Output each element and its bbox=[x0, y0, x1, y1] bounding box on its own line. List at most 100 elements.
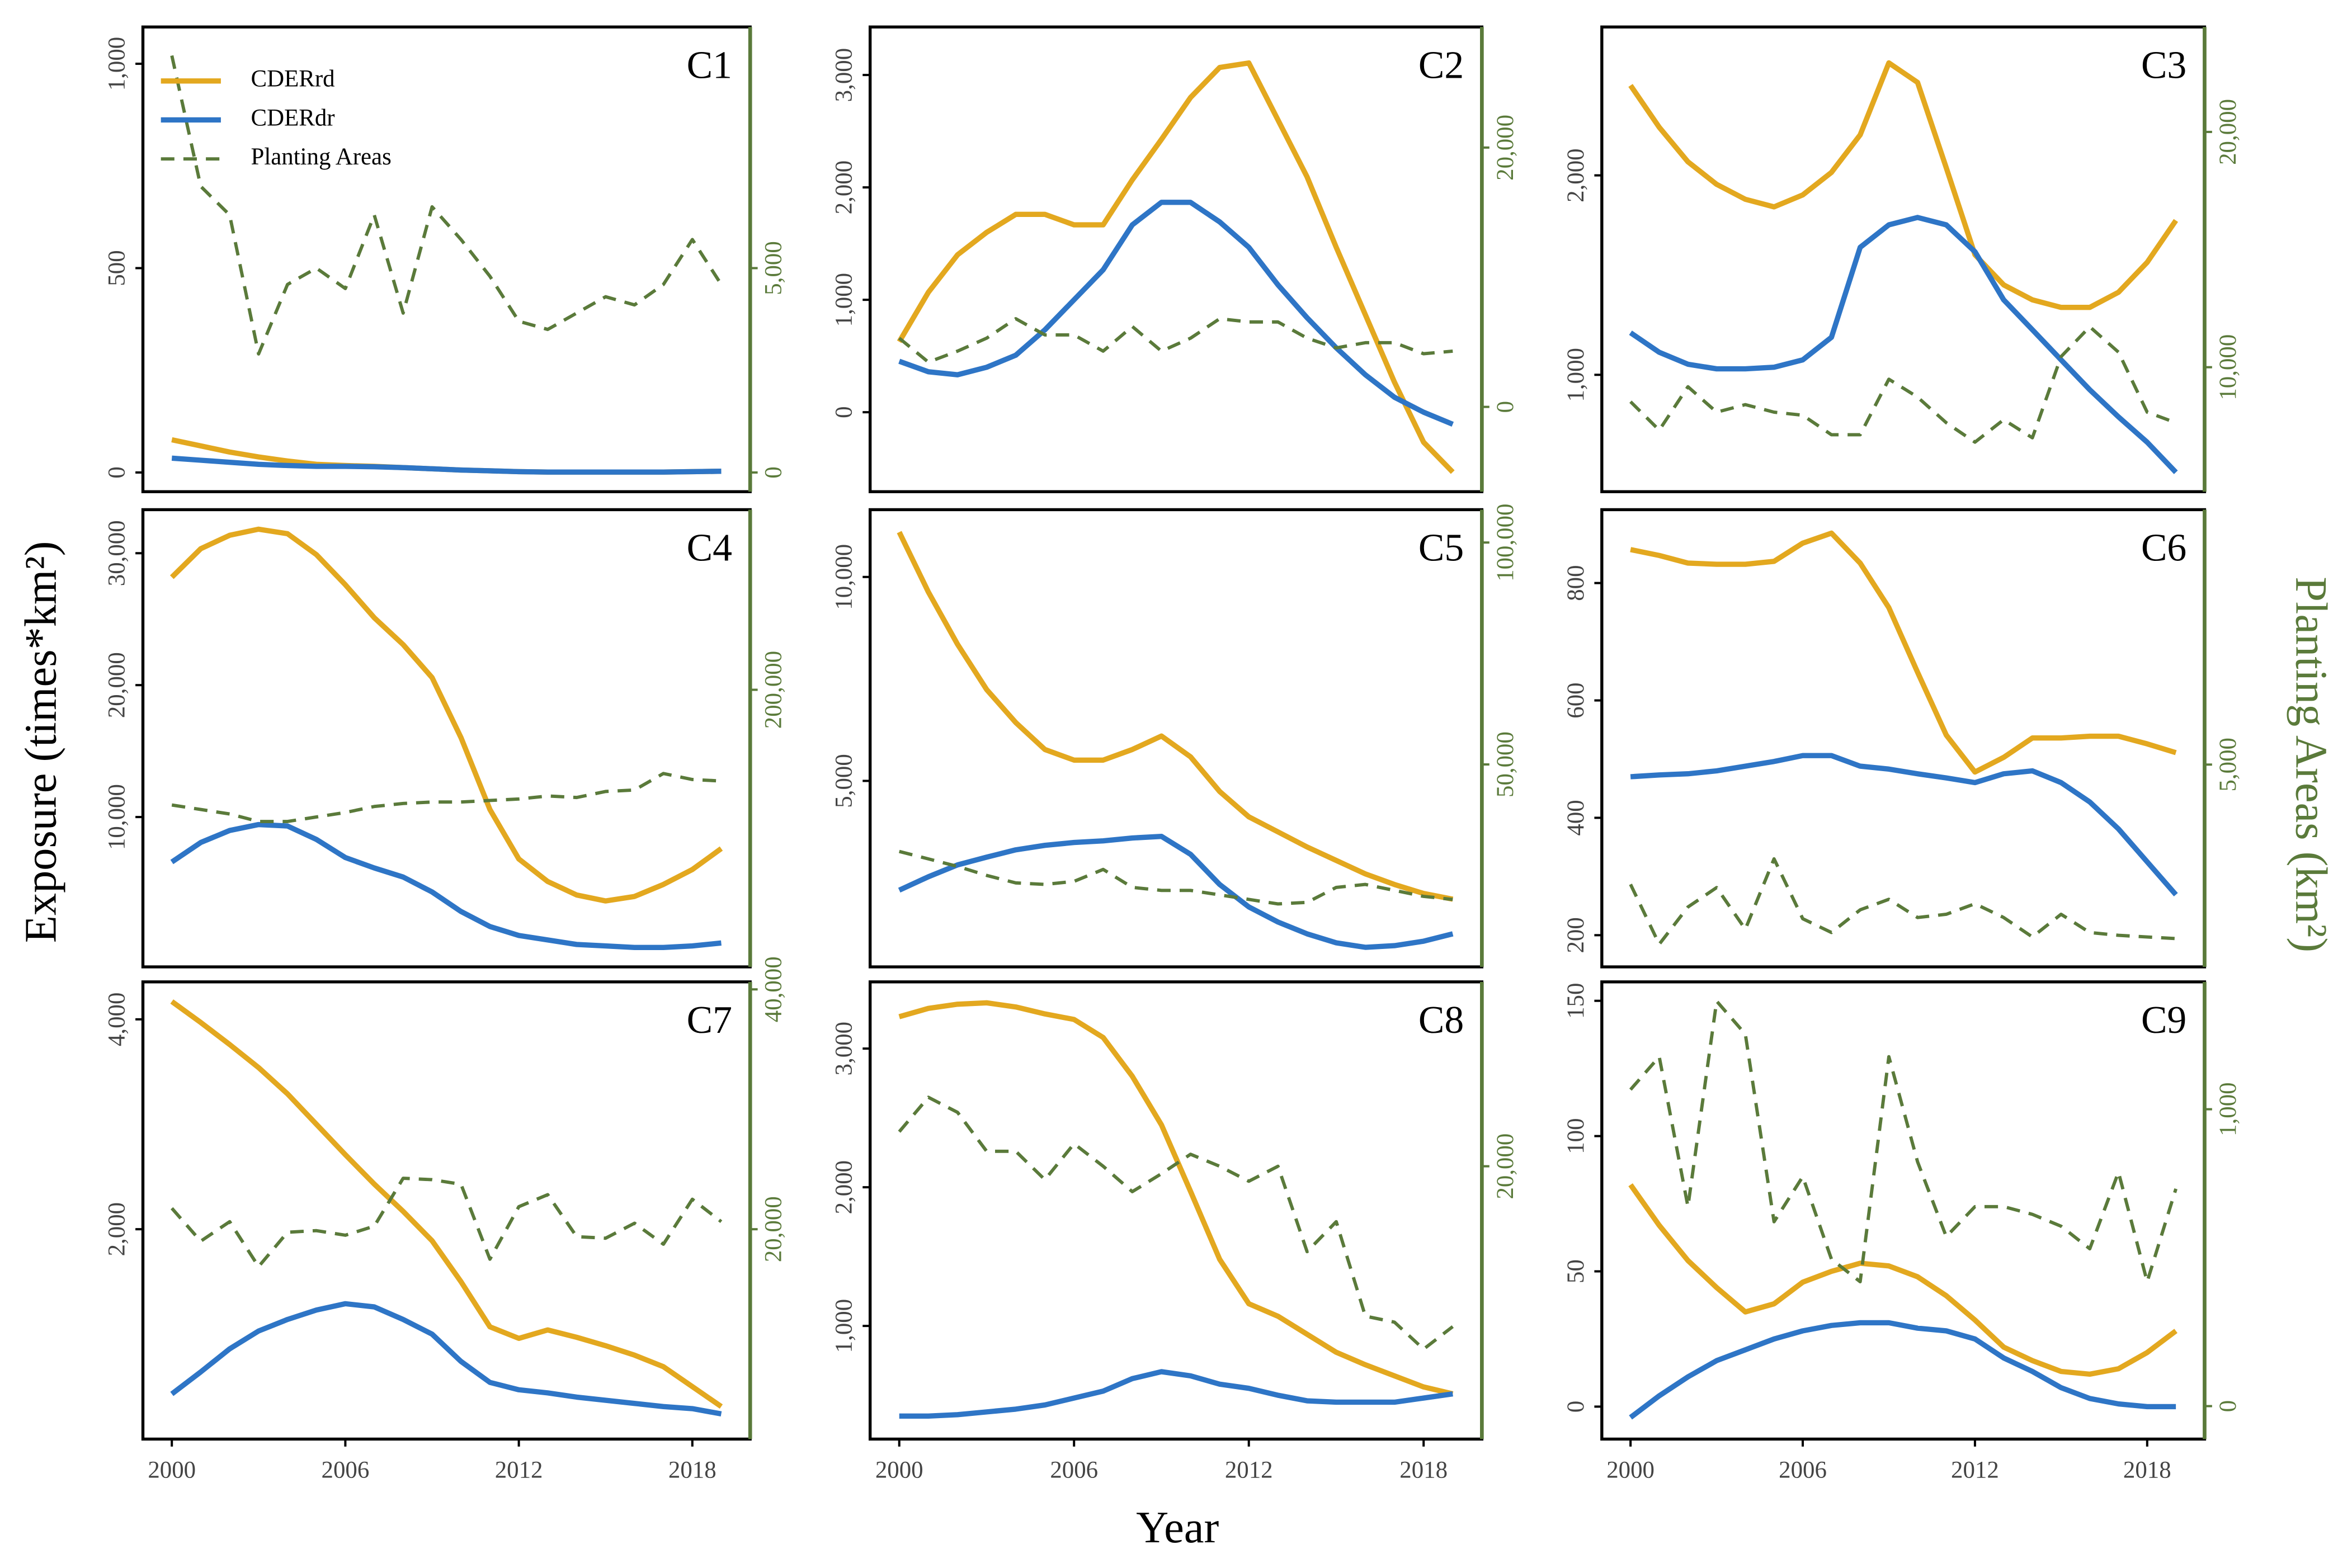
x-tick-label: 2012 bbox=[1225, 1457, 1273, 1483]
y2-tick-label: 10,000 bbox=[2215, 334, 2241, 400]
y2-axis-label: Planting Areas (km²) bbox=[2286, 577, 2336, 952]
panel-frame bbox=[1600, 25, 2207, 493]
y-tick-label: 50 bbox=[1563, 1259, 1589, 1283]
plot-area bbox=[897, 531, 1454, 950]
y2-tick-label: 20,000 bbox=[1492, 115, 1519, 181]
y2-tick-label: 40,000 bbox=[761, 956, 787, 1022]
panel-frame bbox=[868, 508, 1484, 969]
panel: 0 50 100 150 0 1,000 2000 2006 2012 2018 C9 bbox=[1563, 980, 2241, 1483]
y-tick-label: 2,000 bbox=[1563, 148, 1589, 202]
x-axis-label: Year bbox=[1136, 1503, 1219, 1552]
plot-area bbox=[170, 999, 723, 1417]
y2-tick-label: 5,000 bbox=[2215, 738, 2241, 791]
y-tick-label: 100 bbox=[1563, 1118, 1589, 1154]
panel-title: C7 bbox=[687, 999, 732, 1042]
panel-title: C4 bbox=[687, 527, 732, 570]
x-tick-label: 2000 bbox=[875, 1457, 923, 1483]
dashed-line bbox=[898, 1095, 1454, 1351]
panel: 1,000 2,000 3,000 20,000 2000 2006 2012 2018 C8 bbox=[831, 980, 1519, 1483]
plot-area bbox=[1628, 999, 2177, 1420]
y-tick-label: 150 bbox=[1563, 983, 1589, 1019]
panel-frame bbox=[141, 508, 752, 969]
line bbox=[170, 1301, 722, 1417]
dashed-line bbox=[898, 317, 1453, 364]
panel: 2,000 4,000 20,000 40,000 2000 2006 2012 2018 C7 bbox=[103, 956, 786, 1483]
panel: 1,000 2,000 10,000 20,000 C3 bbox=[1563, 25, 2241, 493]
line bbox=[1630, 753, 2178, 897]
legend-label: Planting Areas bbox=[251, 144, 392, 170]
panel-title: C6 bbox=[2141, 527, 2186, 570]
panel: 5,000 10,000 50,000 100,000 C5 bbox=[831, 503, 1519, 969]
x-tick-label: 2018 bbox=[2123, 1457, 2171, 1483]
line bbox=[898, 833, 1454, 950]
dashed-line bbox=[171, 772, 722, 823]
y2-tick-label: 20,000 bbox=[761, 1196, 787, 1262]
x-tick-label: 2006 bbox=[1779, 1457, 1827, 1483]
y-tick-label: 500 bbox=[103, 250, 130, 286]
y2-tick-label: 200,000 bbox=[761, 651, 787, 729]
dashed-line bbox=[1629, 857, 2176, 946]
x-tick-label: 2000 bbox=[148, 1457, 196, 1483]
y-tick-label: 30,000 bbox=[103, 520, 130, 586]
y2-tick-label: 20,000 bbox=[2215, 99, 2241, 165]
line bbox=[170, 821, 722, 951]
y-tick-label: 20,000 bbox=[103, 652, 130, 718]
line bbox=[899, 1369, 1453, 1419]
panel-title: C2 bbox=[1418, 44, 1464, 87]
x-tick-label: 2012 bbox=[495, 1457, 543, 1483]
y2-tick-label: 20,000 bbox=[1492, 1134, 1519, 1199]
panel-title: C9 bbox=[2141, 999, 2186, 1042]
panel-frame bbox=[141, 25, 752, 493]
y-tick-label: 2,000 bbox=[103, 1202, 130, 1256]
line bbox=[897, 60, 1455, 474]
dashed-line bbox=[1629, 999, 2177, 1284]
y-tick-label: 600 bbox=[1563, 682, 1589, 718]
y-tick-label: 5,000 bbox=[831, 754, 857, 807]
plot-area bbox=[169, 526, 723, 951]
x-tick-label: 2012 bbox=[1951, 1457, 1999, 1483]
y-tick-label: 2,000 bbox=[831, 1160, 857, 1214]
line bbox=[1630, 530, 2177, 775]
line bbox=[1628, 1183, 2177, 1377]
line bbox=[898, 1000, 1454, 1397]
y2-tick-label: 5,000 bbox=[761, 241, 787, 295]
y2-tick-label: 50,000 bbox=[1492, 731, 1519, 797]
y-tick-label: 1,000 bbox=[831, 1299, 857, 1353]
y2-tick-label: 1,000 bbox=[2215, 1082, 2241, 1136]
panel: 0 500 1,000 0 5,000 C1 CDERrd CDERdr Planting Ar… bbox=[103, 25, 787, 493]
y-tick-label: 200 bbox=[1563, 917, 1589, 953]
y-tick-label: 2,000 bbox=[831, 160, 857, 214]
y-tick-label: 10,000 bbox=[831, 544, 857, 610]
legend-label: CDERdr bbox=[251, 105, 335, 131]
dashed-line bbox=[898, 849, 1453, 906]
panel-title: C1 bbox=[687, 44, 732, 87]
y-tick-label: 0 bbox=[1563, 1401, 1589, 1413]
line bbox=[171, 455, 722, 475]
line bbox=[897, 531, 1454, 902]
y2-tick-label: 100,000 bbox=[1492, 503, 1519, 581]
y-tick-label: 1,000 bbox=[103, 37, 130, 91]
line bbox=[170, 999, 723, 1409]
plot-area bbox=[170, 55, 723, 475]
y2-tick-label: 0 bbox=[2215, 1400, 2241, 1412]
plot-area bbox=[1629, 530, 2178, 946]
x-tick-label: 2018 bbox=[1399, 1457, 1448, 1483]
line bbox=[169, 526, 723, 904]
y-axis-label: Exposure (times*km²) bbox=[16, 541, 66, 943]
x-tick-label: 2006 bbox=[1050, 1457, 1098, 1483]
panel: 10,000 20,000 30,000 200,000 C4 bbox=[103, 508, 787, 969]
line bbox=[1629, 1320, 2176, 1420]
plot-area bbox=[897, 60, 1455, 474]
panel-frame bbox=[868, 980, 1484, 1441]
panel: 0 1,000 2,000 3,000 0 20,000 C2 bbox=[831, 25, 1519, 493]
y-tick-label: 800 bbox=[1563, 565, 1589, 601]
legend-label: CDERrd bbox=[251, 66, 335, 92]
y-tick-label: 0 bbox=[103, 466, 130, 478]
line bbox=[1629, 215, 2178, 474]
panel-title: C8 bbox=[1418, 999, 1464, 1042]
plot-area bbox=[898, 1000, 1454, 1419]
panel-frame bbox=[868, 25, 1484, 493]
y-tick-label: 10,000 bbox=[103, 784, 130, 850]
